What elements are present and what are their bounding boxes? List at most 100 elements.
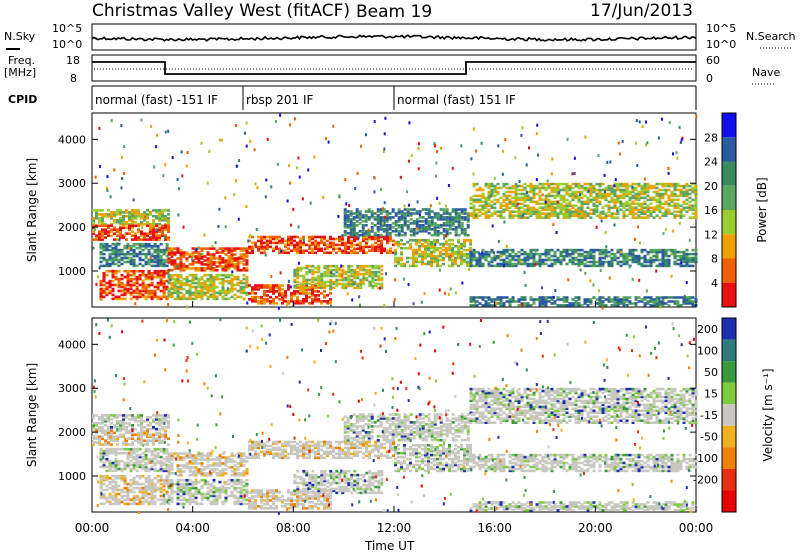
heatmap-cell [179, 297, 183, 301]
heatmap-cell [155, 232, 158, 235]
heatmap-cell [685, 256, 689, 260]
heatmap-cell [685, 281, 688, 285]
heatmap-cell [625, 200, 629, 204]
heatmap-cell [565, 182, 569, 186]
heatmap-cell [159, 258, 163, 262]
heatmap-cell [544, 296, 548, 299]
heatmap-cell [105, 459, 109, 463]
heatmap-cell [583, 262, 587, 266]
heatmap-cell [99, 287, 103, 291]
heatmap-cell [356, 171, 359, 175]
heatmap-cell [574, 182, 578, 186]
heatmap-cell [664, 302, 668, 305]
heatmap-cell [92, 441, 95, 444]
heatmap-cell [457, 208, 461, 211]
heatmap-cell [102, 465, 106, 469]
heatmap-cell [176, 287, 180, 291]
heatmap-cell [102, 273, 106, 277]
heatmap-cell [535, 210, 539, 213]
heatmap-cell [123, 463, 127, 467]
heatmap-cell [162, 469, 166, 473]
heatmap-cell [365, 264, 369, 268]
heatmap-cell [173, 279, 177, 283]
heatmap-cell [137, 435, 140, 438]
heatmap-cell [266, 245, 269, 249]
heatmap-cell [129, 248, 133, 252]
heatmap-cell [517, 304, 521, 307]
heatmap-cell [107, 209, 110, 212]
heatmap-cell [167, 293, 171, 297]
heatmap-cell [379, 212, 383, 215]
heatmap-cell [447, 184, 450, 187]
heatmap-cell [343, 210, 347, 213]
heatmap-cell [113, 215, 116, 218]
heatmap-cell [436, 224, 440, 227]
heatmap-cell [625, 214, 629, 217]
heatmap-cell [131, 217, 134, 220]
heatmap-cell [218, 277, 222, 281]
heatmap-cell [158, 213, 161, 216]
heatmap-cell [400, 216, 404, 219]
heatmap-cell [131, 226, 134, 230]
heatmap-cell [150, 283, 154, 287]
heatmap-cell [553, 258, 557, 262]
heatmap-cell [114, 474, 118, 478]
heatmap-cell [679, 256, 683, 260]
heatmap-cell [164, 224, 167, 228]
heatmap-cell [221, 285, 225, 289]
heatmap-cell [484, 204, 488, 208]
heatmap-cell [430, 264, 433, 268]
heatmap-cell [670, 212, 674, 215]
heatmap-cell [445, 252, 448, 256]
heatmap-cell [99, 283, 103, 287]
heatmap-cell [673, 300, 677, 303]
heatmap-cell [568, 212, 572, 215]
heatmap-cell [263, 298, 266, 301]
heatmap-cell [535, 202, 539, 206]
heatmap-cell [159, 461, 163, 465]
heatmap-cell [589, 192, 593, 196]
heatmap-cell [347, 239, 350, 243]
heatmap-cell [326, 245, 329, 249]
heatmap-cell [625, 186, 629, 190]
heatmap-cell [592, 196, 596, 200]
heatmap-cell [523, 182, 527, 186]
heatmap-cell [565, 186, 569, 190]
heatmap-cell [371, 280, 375, 284]
heatmap-cell [117, 264, 121, 268]
heatmap-cell [472, 182, 476, 186]
heatmap-cell [122, 433, 125, 436]
heatmap-cell [589, 182, 593, 186]
heatmap-cell [577, 206, 581, 210]
heatmap-cell [631, 216, 635, 219]
heatmap-cell [236, 263, 240, 266]
heatmap-cell [553, 300, 557, 303]
heatmap-cell [233, 297, 237, 301]
heatmap-cell [296, 286, 299, 289]
heatmap-cell [511, 200, 515, 204]
heatmap-cell [438, 288, 441, 292]
heatmap-cell [161, 217, 164, 220]
heatmap-cell [117, 269, 121, 273]
heatmap-cell [102, 463, 106, 467]
heatmap-cell [165, 246, 169, 250]
heatmap-cell [535, 248, 539, 252]
heatmap-cell [228, 267, 231, 271]
heatmap-cell [550, 214, 554, 217]
heatmap-cell [368, 245, 371, 249]
heatmap-cell [658, 210, 662, 213]
heatmap-cell [324, 247, 326, 251]
heatmap-cell [562, 216, 566, 219]
heatmap-cell [544, 298, 548, 301]
heatmap-cell [355, 231, 359, 235]
heatmap-cell [367, 216, 371, 219]
heatmap-cell [236, 283, 240, 287]
heatmap-cell [329, 251, 332, 255]
heatmap-cell [314, 294, 317, 297]
heatmap-cell [466, 216, 470, 219]
heatmap-cell [493, 256, 497, 260]
heatmap-cell [311, 235, 314, 239]
heatmap-cell [490, 248, 494, 252]
heatmap-cell [105, 291, 109, 295]
heatmap-cell [400, 210, 404, 213]
